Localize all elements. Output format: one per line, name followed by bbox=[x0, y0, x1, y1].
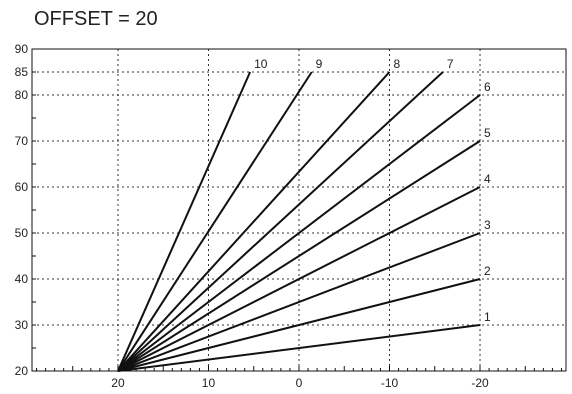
plot-frame bbox=[31, 48, 567, 372]
series-lines bbox=[117, 71, 481, 372]
x-tick-label: 20 bbox=[111, 376, 125, 390]
series-label-1: 1 bbox=[484, 310, 491, 324]
series-label-6: 6 bbox=[484, 80, 491, 94]
y-tick-label: 30 bbox=[15, 318, 29, 332]
series-line-3 bbox=[117, 232, 481, 372]
series-line-5 bbox=[117, 140, 481, 372]
series-label-5: 5 bbox=[484, 126, 491, 140]
x-tick-label: -10 bbox=[381, 376, 399, 390]
series-label-8: 8 bbox=[394, 57, 401, 71]
series-line-8 bbox=[117, 71, 391, 372]
series-line-2 bbox=[117, 278, 481, 372]
series-label-10: 10 bbox=[254, 57, 268, 71]
y-tick-label: 85 bbox=[15, 65, 29, 79]
x-tick-label: 0 bbox=[296, 376, 303, 390]
series-label-9: 9 bbox=[316, 57, 323, 71]
series-label-2: 2 bbox=[484, 264, 491, 278]
series-line-6 bbox=[117, 94, 481, 372]
minor-ticks bbox=[32, 48, 562, 372]
series-line-4 bbox=[117, 186, 481, 372]
y-tick-label: 80 bbox=[15, 88, 29, 102]
series-label-7: 7 bbox=[447, 57, 454, 71]
series-line-1 bbox=[117, 324, 481, 372]
series-line-10 bbox=[117, 71, 252, 372]
y-tick-label: 40 bbox=[15, 272, 29, 286]
y-tick-label: 60 bbox=[15, 180, 29, 194]
y-tick-label: 50 bbox=[15, 226, 29, 240]
y-tick-label: 90 bbox=[15, 42, 29, 56]
y-tick-label: 70 bbox=[15, 134, 29, 148]
series-labels: 1 2 3 4 5 6 7 8 9 10 bbox=[254, 57, 491, 324]
series-label-3: 3 bbox=[484, 218, 491, 232]
x-tick-label: -20 bbox=[471, 376, 489, 390]
series-line-7 bbox=[117, 71, 444, 372]
series-label-4: 4 bbox=[484, 172, 491, 186]
x-tick-label: 10 bbox=[202, 376, 216, 390]
chart-title: OFFSET = 20 bbox=[34, 8, 158, 30]
y-tick-label: 20 bbox=[15, 364, 29, 378]
series-line-9 bbox=[117, 71, 313, 372]
